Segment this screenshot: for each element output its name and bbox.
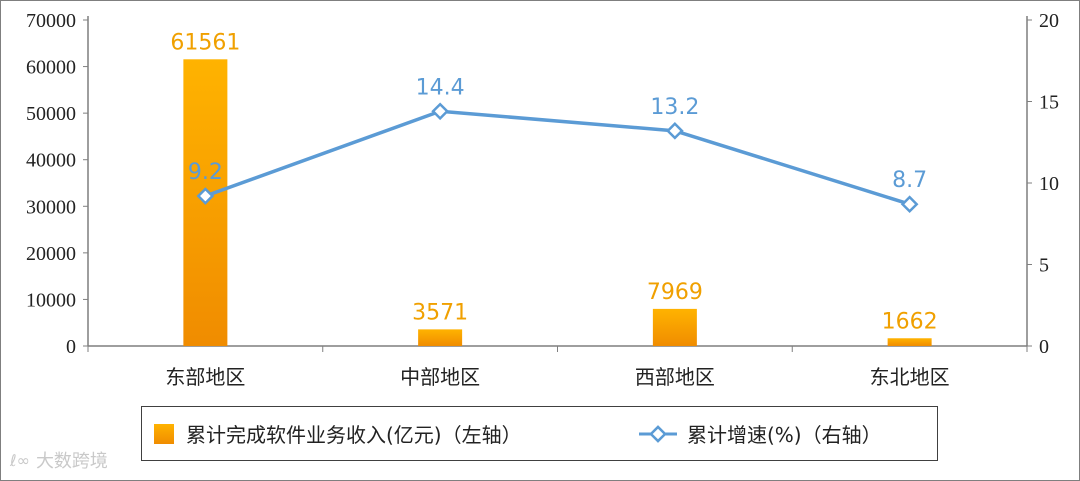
line-data-label: 14.4 (416, 75, 465, 100)
legend-bar-swatch (154, 423, 174, 444)
left-tick-label: 0 (66, 336, 76, 358)
watermark-logo-icon: ℓ∞ (10, 450, 30, 470)
line-data-label: 8.7 (892, 168, 927, 193)
left-tick-label: 30000 (26, 196, 76, 218)
left-tick-label: 60000 (26, 57, 76, 79)
legend-item-line: 累计增速(%)（右轴） (639, 407, 882, 460)
right-tick-label: 20 (1039, 10, 1059, 32)
watermark: ℓ∞ 大数跨境 (10, 447, 108, 473)
left-tick-label: 20000 (26, 243, 76, 265)
bar-data-label: 61561 (170, 30, 240, 55)
line-point (666, 122, 684, 140)
x-tick-label: 中部地区 (400, 365, 480, 389)
bar (418, 329, 463, 346)
line-data-label: 13.2 (650, 95, 699, 120)
left-tick-label: 50000 (26, 103, 76, 125)
line-point (900, 195, 919, 214)
right-tick-label: 15 (1039, 92, 1059, 114)
bar (887, 338, 932, 346)
left-tick-label: 70000 (26, 10, 76, 32)
line-point (431, 102, 449, 121)
bar (652, 308, 697, 346)
line-point (196, 187, 215, 205)
legend-item-bar: 累计完成软件业务收入(亿元)（左轴） (154, 407, 522, 460)
legend-line-label: 累计增速(%)（右轴） (687, 423, 882, 447)
legend: 累计完成软件业务收入(亿元)（左轴） 累计增速(%)（右轴） (141, 406, 938, 461)
bar-data-label: 1662 (882, 309, 938, 334)
bar-data-label: 3571 (412, 300, 468, 325)
left-tick-label: 40000 (26, 150, 76, 172)
right-tick-label: 0 (1039, 336, 1049, 358)
x-tick-label: 西部地区 (635, 365, 715, 389)
bar-data-label: 7969 (647, 280, 703, 305)
line-data-label: 9.2 (188, 160, 223, 185)
x-tick-label: 东部地区 (165, 365, 245, 389)
right-tick-label: 5 (1039, 255, 1049, 277)
legend-bar-label: 累计完成软件业务收入(亿元)（左轴） (186, 423, 522, 447)
right-tick-label: 10 (1039, 173, 1059, 195)
growth-line (204, 109, 911, 206)
watermark-text: 大数跨境 (35, 451, 108, 472)
x-tick-label: 东北地区 (870, 365, 950, 389)
left-tick-label: 10000 (26, 289, 76, 311)
legend-line-swatch (639, 424, 677, 444)
